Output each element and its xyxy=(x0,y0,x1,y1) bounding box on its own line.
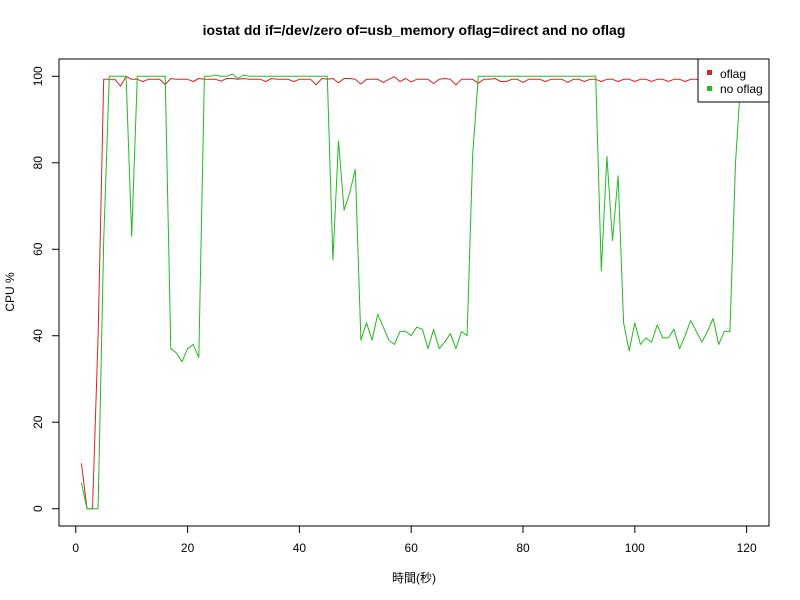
y-tick-label: 60 xyxy=(31,242,45,256)
y-tick-label: 100 xyxy=(31,66,45,86)
x-tick-label: 40 xyxy=(293,541,307,555)
legend-label-no-oflag: no oflag xyxy=(720,82,763,96)
legend-label-oflag: oflag xyxy=(720,67,746,81)
y-tick-label: 0 xyxy=(31,505,45,512)
x-tick-label: 20 xyxy=(181,541,195,555)
x-axis-label: 時間(秒) xyxy=(392,571,436,585)
x-tick-label: 60 xyxy=(405,541,419,555)
x-tick-label: 0 xyxy=(72,541,79,555)
y-tick-label: 80 xyxy=(31,156,45,170)
y-tick-label: 20 xyxy=(31,415,45,429)
x-tick-label: 80 xyxy=(516,541,530,555)
y-axis-label: CPU % xyxy=(3,272,17,312)
series-line-no-oflag xyxy=(80,73,742,510)
legend-swatch-oflag xyxy=(707,70,712,75)
y-tick-label: 40 xyxy=(31,329,45,343)
x-axis: 0 20 40 60 80 100 120 xyxy=(72,525,757,555)
series-line-oflag xyxy=(80,75,742,510)
y-axis: 0 20 40 60 80 100 xyxy=(31,66,60,512)
x-tick-label: 100 xyxy=(625,541,645,555)
x-tick-label: 120 xyxy=(737,541,757,555)
legend-box xyxy=(697,58,770,103)
legend: oflag no oflag xyxy=(697,58,770,103)
chart-title: iostat dd if=/dev/zero of=usb_memory ofl… xyxy=(203,22,626,38)
series-layer xyxy=(80,73,742,510)
legend-swatch-no-oflag xyxy=(707,86,712,91)
